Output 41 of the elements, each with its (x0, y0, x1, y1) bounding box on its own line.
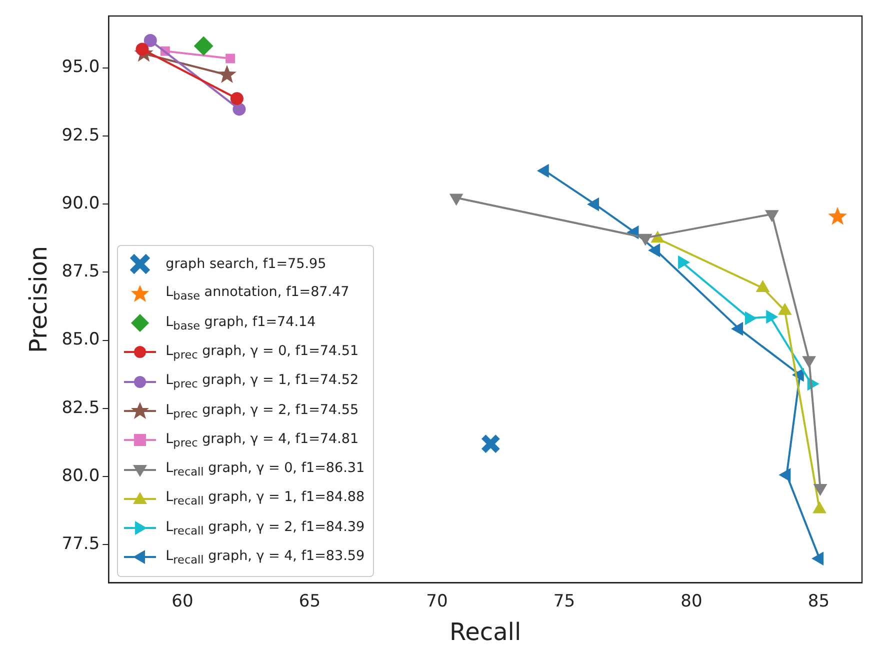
y-tick-label: 92.5 (62, 125, 100, 146)
x-tick-label: 80 (680, 591, 702, 612)
point (732, 322, 744, 336)
legend-label: L$_{prec}$ graph, γ = 0, f1=74.51 (166, 342, 359, 362)
point (480, 434, 501, 454)
y-tick-label: 87.5 (62, 262, 100, 282)
x-axis-title: Recall (450, 618, 522, 646)
legend-label: L$_{recall}$ graph, γ = 4, f1=83.59 (166, 548, 365, 567)
point (226, 54, 236, 64)
point (144, 34, 157, 48)
legend-label: L$_{base}$ graph, f1=74.14 (166, 314, 316, 332)
legend-label: L$_{prec}$ graph, γ = 1, f1=74.52 (166, 372, 359, 391)
y-tick-label: 95.0 (62, 57, 100, 78)
point (648, 244, 660, 257)
legend-label: L$_{recall}$ graph, γ = 0, f1=86.31 (166, 460, 365, 479)
x-tick-label: 75 (553, 591, 576, 612)
legend-label: L$_{recall}$ graph, γ = 2, f1=84.39 (166, 518, 365, 538)
point (812, 552, 824, 566)
point (779, 468, 791, 482)
x-tick-label: 70 (426, 591, 448, 612)
point (588, 198, 600, 211)
x-tick-label: 60 (172, 591, 194, 612)
legend-label: L$_{base}$ annotation, f1=87.47 (166, 284, 350, 304)
point (136, 42, 149, 56)
y-tick-label: 80.0 (62, 466, 100, 486)
point (217, 64, 237, 83)
legend-label: L$_{prec}$ graph, γ = 4, f1=74.81 (166, 430, 359, 450)
legend-label: graph search, f1=75.95 (166, 256, 326, 272)
y-tick-label: 82.5 (62, 398, 100, 418)
point (194, 36, 214, 56)
y-tick-label: 90.0 (62, 193, 100, 214)
y-tick-label: 85.0 (62, 330, 100, 350)
x-tick-label: 65 (298, 591, 321, 612)
legend-label: L$_{prec}$ graph, γ = 2, f1=74.55 (166, 402, 359, 420)
point (232, 102, 246, 116)
legend-label: L$_{recall}$ graph, γ = 1, f1=84.88 (166, 489, 365, 508)
y-tick-label: 77.5 (62, 534, 100, 554)
x-tick-label: 85 (808, 591, 830, 612)
point (537, 164, 549, 178)
point (230, 92, 244, 106)
y-axis-title: Precision (24, 246, 53, 353)
